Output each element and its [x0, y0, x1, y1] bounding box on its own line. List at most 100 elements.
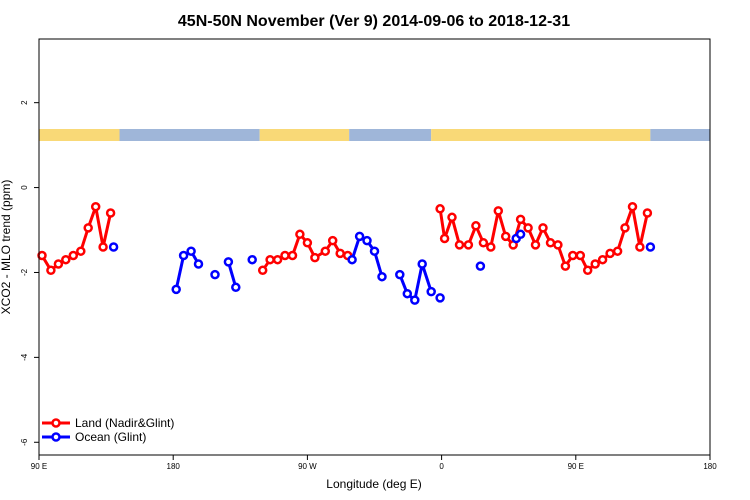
- data-point: [287, 250, 298, 261]
- data-point: [223, 257, 234, 267]
- data-point: [247, 254, 257, 265]
- data-point: [98, 242, 108, 252]
- series-ocean: [108, 229, 656, 305]
- landmask-land-segment: [259, 129, 350, 141]
- data-point: [597, 254, 608, 265]
- landmask-ocean-segment: [119, 129, 260, 141]
- data-point: [369, 246, 380, 256]
- data-point: [642, 208, 653, 218]
- data-point: [439, 233, 450, 244]
- y-axis-label: XCO2 - MLO trend (ppm): [0, 180, 13, 315]
- data-point: [500, 231, 511, 242]
- data-point: [272, 254, 283, 265]
- data-point: [627, 201, 638, 212]
- data-point: [402, 288, 413, 299]
- x-tick-label: 0: [439, 462, 444, 471]
- data-point: [463, 240, 474, 250]
- legend-marker: [51, 432, 61, 442]
- data-point: [447, 212, 457, 223]
- data-point: [280, 250, 290, 261]
- data-point: [83, 223, 93, 233]
- landmask-land-segment: [431, 129, 651, 141]
- data-point: [645, 242, 656, 252]
- legend-item: Ocean (Glint): [42, 430, 146, 444]
- y-tick-label: -6: [20, 438, 29, 446]
- y-axis: 2 0 -2 -4 -6: [20, 100, 39, 446]
- data-point: [493, 206, 504, 216]
- data-point: [515, 214, 526, 225]
- data-point: [193, 259, 204, 269]
- data-point: [354, 231, 365, 242]
- data-point: [553, 240, 563, 250]
- data-point: [515, 229, 526, 240]
- x-axis-label: Longitude (deg E): [326, 477, 421, 491]
- y-tick-label: 2: [20, 100, 29, 105]
- data-point: [435, 204, 445, 214]
- data-point: [302, 238, 313, 248]
- data-point: [377, 271, 387, 282]
- data-point: [471, 221, 481, 231]
- x-tick-label: 180: [703, 462, 717, 471]
- legend-label: Ocean (Glint): [75, 430, 146, 444]
- data-point: [410, 295, 420, 305]
- data-point: [265, 254, 275, 265]
- data-point: [635, 242, 645, 252]
- data-point: [538, 223, 548, 233]
- y-tick-label: -4: [20, 353, 29, 361]
- data-point: [426, 286, 436, 297]
- data-point: [186, 246, 196, 256]
- data-point: [178, 250, 189, 261]
- data-point: [335, 248, 345, 259]
- data-point: [475, 261, 486, 271]
- data-point: [231, 282, 241, 293]
- data-point: [295, 229, 305, 240]
- legend-marker: [51, 418, 61, 428]
- data-point: [575, 250, 586, 261]
- data-point: [310, 252, 320, 263]
- y-tick-label: 0: [20, 185, 29, 190]
- data-point: [478, 238, 489, 248]
- landmask-land-segment: [39, 129, 120, 141]
- data-point: [90, 201, 101, 212]
- data-point: [46, 265, 56, 276]
- x-axis: 90 E 180 90 W 0 90 E 180: [31, 455, 717, 471]
- series-land: [37, 201, 653, 276]
- data-point: [37, 250, 47, 261]
- chart-title: 45N-50N November (Ver 9) 2014-09-06 to 2…: [178, 13, 570, 30]
- data-point: [530, 240, 541, 250]
- data-point: [108, 242, 119, 252]
- x-tick-label: 90 W: [298, 462, 317, 471]
- data-point: [320, 246, 331, 256]
- data-point: [582, 265, 593, 276]
- data-point: [523, 223, 533, 233]
- data-point: [590, 259, 600, 269]
- data-point: [435, 293, 445, 303]
- data-point: [257, 265, 268, 276]
- data-point: [68, 250, 79, 261]
- y-tick-label: -2: [20, 268, 29, 276]
- data-point: [210, 269, 220, 280]
- landmask-strip: [39, 129, 710, 141]
- data-point: [53, 259, 64, 269]
- data-point: [171, 284, 181, 295]
- data-point: [486, 242, 496, 252]
- data-point: [612, 246, 623, 256]
- data-point: [568, 250, 578, 261]
- legend-label: Land (Nadir&Glint): [75, 416, 174, 430]
- legend: Land (Nadir&Glint)Ocean (Glint): [42, 416, 174, 444]
- landmask-ocean-segment: [650, 129, 710, 141]
- x-tick-label: 180: [167, 462, 181, 471]
- data-point: [105, 208, 116, 218]
- data-point: [605, 248, 615, 259]
- x-tick-label: 90 E: [31, 462, 47, 471]
- data-point: [347, 254, 357, 265]
- data-point: [620, 223, 630, 233]
- series-layer: [37, 201, 656, 305]
- data-point: [560, 261, 571, 271]
- data-point: [61, 254, 71, 265]
- data-point: [362, 235, 372, 246]
- x-tick-label: 90 E: [568, 462, 584, 471]
- data-point: [76, 246, 86, 256]
- data-point: [417, 259, 427, 269]
